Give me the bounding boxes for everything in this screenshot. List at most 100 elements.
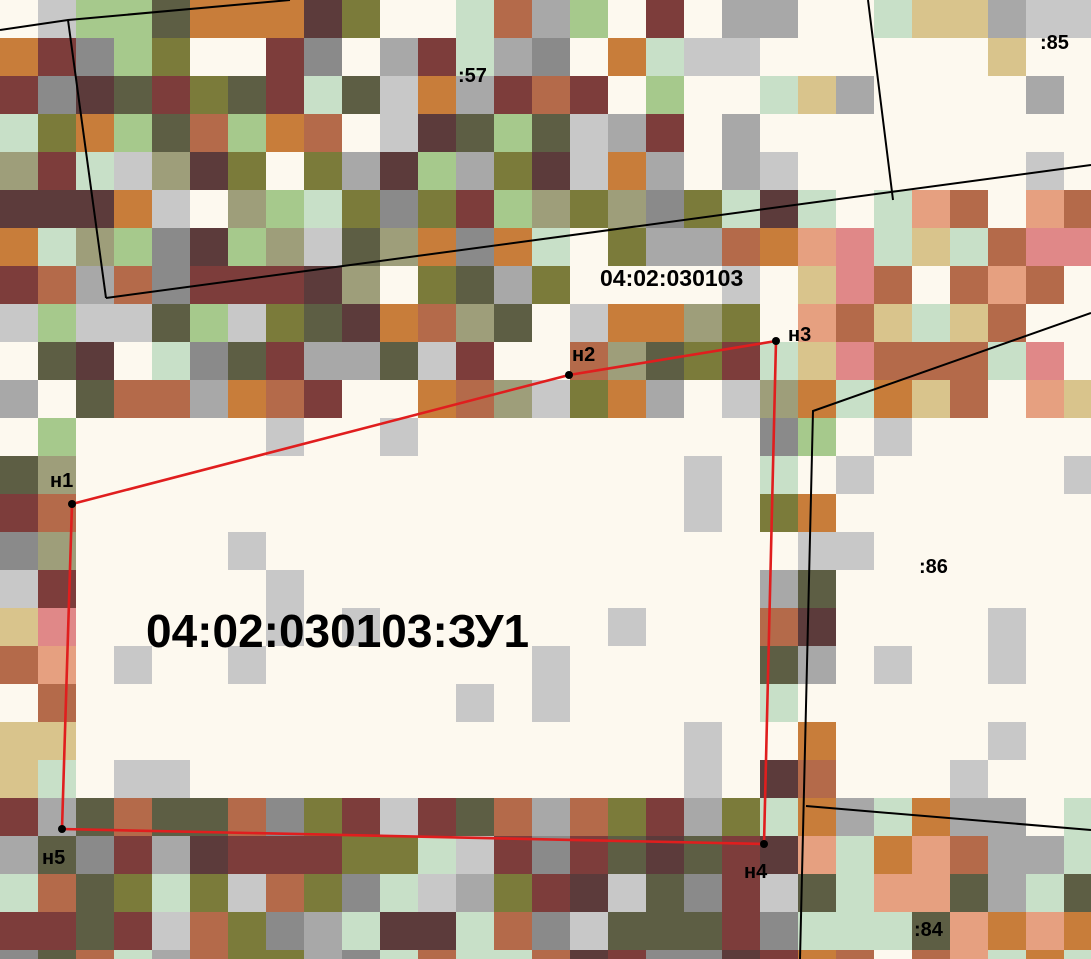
raster-tile <box>988 228 1026 266</box>
quarter-boundary-line <box>105 164 1091 299</box>
raster-tile <box>532 608 570 646</box>
raster-tile <box>760 798 798 836</box>
raster-tile <box>494 494 532 532</box>
vertex-n3-point[interactable] <box>772 337 780 345</box>
raster-tile <box>0 304 38 342</box>
raster-tile <box>0 950 38 959</box>
raster-tile <box>228 76 266 114</box>
raster-tile <box>304 114 342 152</box>
raster-tile <box>874 342 912 380</box>
vertex-n1-point[interactable] <box>68 500 76 508</box>
vertex-n1-label: н1 <box>50 470 73 492</box>
raster-tile <box>646 570 684 608</box>
raster-tile <box>418 190 456 228</box>
raster-tile <box>532 494 570 532</box>
raster-tile <box>304 532 342 570</box>
raster-tile <box>570 532 608 570</box>
raster-tile <box>190 228 228 266</box>
raster-tile <box>874 874 912 912</box>
raster-tile <box>570 190 608 228</box>
raster-tile <box>380 836 418 874</box>
raster-tile <box>0 874 38 912</box>
raster-tile <box>1064 722 1091 760</box>
raster-tile <box>418 608 456 646</box>
raster-tile <box>912 228 950 266</box>
raster-tile <box>76 722 114 760</box>
vertex-n4-label: н4 <box>744 861 768 883</box>
raster-tile <box>608 152 646 190</box>
raster-tile <box>304 190 342 228</box>
raster-tile <box>38 190 76 228</box>
vertex-n5-point[interactable] <box>58 825 66 833</box>
raster-tile <box>38 836 76 874</box>
raster-tile <box>418 228 456 266</box>
raster-tile <box>760 152 798 190</box>
raster-tile <box>1064 380 1091 418</box>
raster-tile <box>38 266 76 304</box>
raster-tile <box>1064 0 1091 38</box>
raster-tile <box>418 494 456 532</box>
raster-tile <box>570 722 608 760</box>
raster-tile <box>798 190 836 228</box>
raster-tile <box>722 228 760 266</box>
raster-tile <box>114 304 152 342</box>
raster-tile <box>608 38 646 76</box>
raster-tile <box>266 494 304 532</box>
raster-tile <box>494 228 532 266</box>
raster-tile <box>532 152 570 190</box>
raster-tile <box>228 798 266 836</box>
raster-tile <box>950 0 988 38</box>
raster-tile <box>190 38 228 76</box>
raster-tile <box>0 836 38 874</box>
raster-tile <box>950 950 988 959</box>
raster-tile <box>152 190 190 228</box>
raster-tile <box>304 570 342 608</box>
raster-tile <box>874 646 912 684</box>
raster-tile <box>456 646 494 684</box>
raster-tile <box>456 874 494 912</box>
raster-tile <box>228 760 266 798</box>
raster-tile <box>190 798 228 836</box>
raster-tile <box>494 190 532 228</box>
raster-tile <box>608 532 646 570</box>
raster-tile <box>798 950 836 959</box>
vertex-n5-label: н5 <box>42 847 65 869</box>
plot-zu1-boundary[interactable] <box>60 339 778 846</box>
raster-tile <box>988 190 1026 228</box>
raster-tile <box>152 798 190 836</box>
raster-tile <box>38 456 76 494</box>
raster-tile <box>228 114 266 152</box>
raster-tile <box>950 836 988 874</box>
raster-tile <box>608 722 646 760</box>
raster-tile <box>0 912 38 950</box>
vertex-n4-point[interactable] <box>760 840 768 848</box>
raster-tile <box>608 570 646 608</box>
raster-tile <box>190 570 228 608</box>
raster-tile <box>0 38 38 76</box>
raster-tile <box>532 570 570 608</box>
raster-tile <box>266 114 304 152</box>
raster-tile <box>988 304 1026 342</box>
raster-tile <box>1026 494 1064 532</box>
raster-tile <box>228 0 266 38</box>
raster-tile <box>38 380 76 418</box>
raster-tile <box>684 152 722 190</box>
raster-tile <box>190 114 228 152</box>
raster-tile <box>532 798 570 836</box>
raster-tile <box>342 0 380 38</box>
raster-tile <box>684 76 722 114</box>
raster-tile <box>570 798 608 836</box>
raster-tile <box>76 646 114 684</box>
raster-tile <box>228 152 266 190</box>
raster-tile <box>608 912 646 950</box>
raster-tile <box>532 760 570 798</box>
raster-tile <box>190 380 228 418</box>
raster-tile <box>722 114 760 152</box>
raster-tile <box>342 532 380 570</box>
raster-tile <box>722 0 760 38</box>
raster-tile <box>418 646 456 684</box>
raster-tile <box>228 380 266 418</box>
vertex-n2-point[interactable] <box>565 371 573 379</box>
